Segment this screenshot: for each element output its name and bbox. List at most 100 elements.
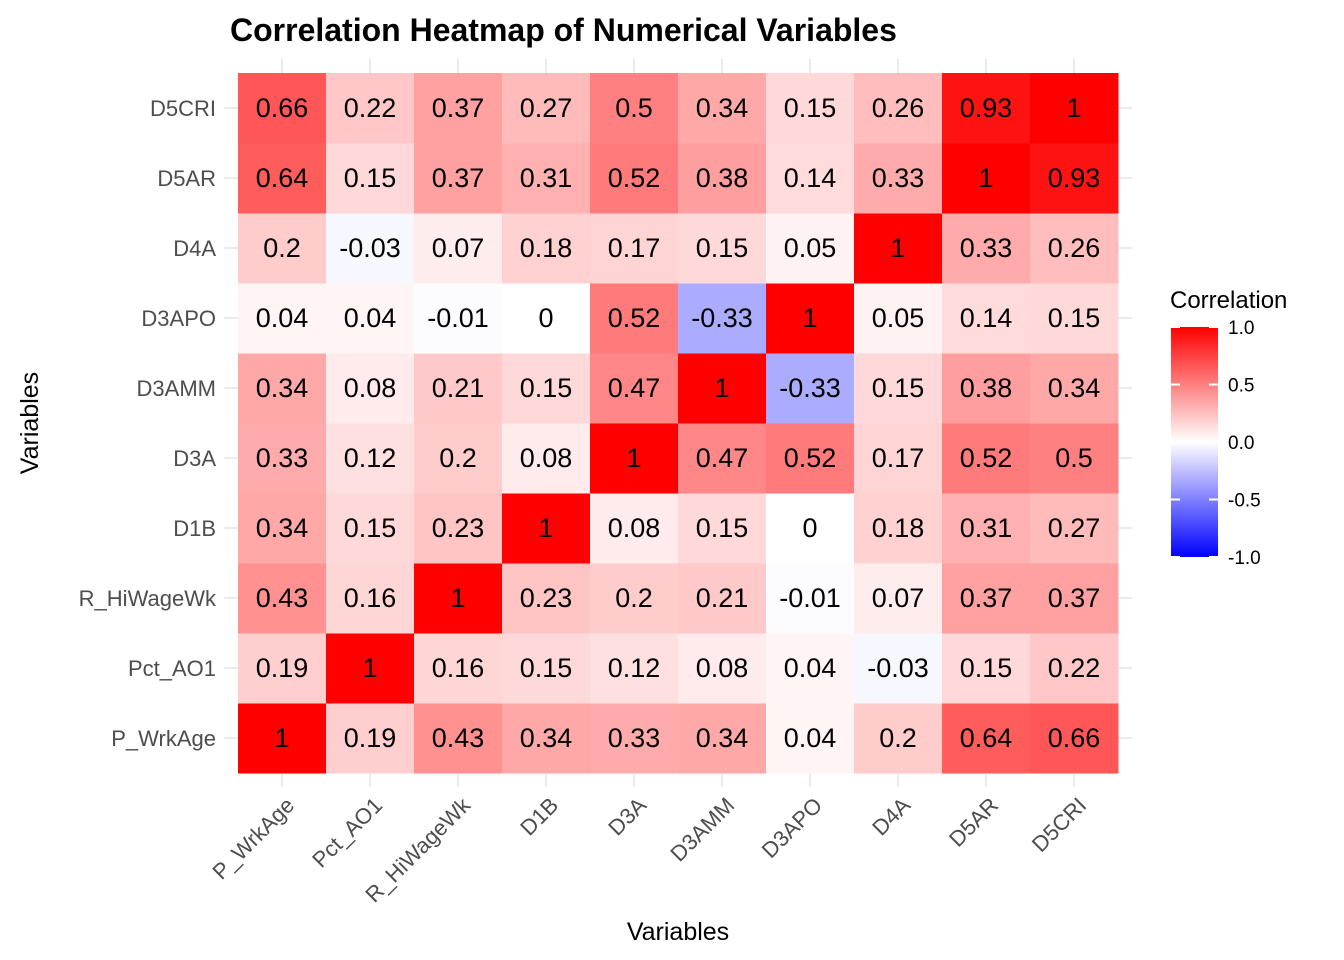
cell-value-label: 0.16 — [432, 653, 485, 683]
cell-value-label: 0.15 — [344, 513, 397, 543]
heatmap-cell — [326, 283, 415, 354]
cell-value-label: 0.23 — [432, 513, 485, 543]
cell-value-label: 0 — [802, 513, 817, 543]
cell-value-label: -0.01 — [427, 303, 489, 333]
cell-value-label: 0.16 — [344, 583, 397, 613]
heatmap-cell — [678, 423, 767, 494]
heatmap-cell — [502, 493, 591, 564]
heatmap-cell — [766, 633, 855, 704]
heatmap-cell — [766, 213, 855, 284]
heatmap-cell — [590, 353, 679, 424]
cell-value-label: 0.66 — [1048, 723, 1101, 753]
heatmap-cell — [326, 703, 415, 774]
cell-value-label: 0.34 — [1048, 373, 1101, 403]
heatmap-cell — [502, 143, 591, 214]
cell-labels: 1 0.19 0.43 0.34 0.33 0.34 0.04 0.2 0.64 0.66 0.19… — [256, 93, 1101, 753]
heatmap-cell — [238, 633, 327, 704]
cell-value-label: 0.26 — [872, 93, 925, 123]
cell-value-label: 0.22 — [344, 93, 397, 123]
cell-value-label: 0.64 — [960, 723, 1013, 753]
cell-value-label: 0.12 — [344, 443, 397, 473]
cell-value-label: 0.38 — [696, 163, 749, 193]
legend-tick-label: 0.0 — [1228, 433, 1254, 454]
legend: Correlation 1.0 0.5 0.0 -0.5 -1.0 — [1170, 287, 1287, 569]
heatmap-cell — [238, 563, 327, 634]
cell-value-label: 1 — [450, 583, 465, 613]
cell-value-label: 0.52 — [784, 443, 837, 473]
heatmap-cell — [854, 423, 943, 494]
cell-value-label: 0.31 — [960, 513, 1013, 543]
cell-value-label: -0.03 — [867, 653, 929, 683]
heatmap-cell — [678, 633, 767, 704]
cell-value-label: 0.21 — [432, 373, 485, 403]
cell-value-label: 0.04 — [784, 653, 837, 683]
heatmap-cell — [326, 73, 415, 144]
heatmap-cell — [414, 213, 503, 284]
heatmap-cell — [590, 423, 679, 494]
cell-value-label: 0.37 — [432, 163, 485, 193]
heatmap-cell — [238, 283, 327, 354]
y-tick-label: R_HiWageWk — [79, 586, 217, 611]
heatmap-cell — [942, 703, 1031, 774]
cell-value-label: 0.15 — [784, 93, 837, 123]
heatmap-cell — [414, 73, 503, 144]
heatmap-cell — [590, 283, 679, 354]
heatmap-cell — [414, 493, 503, 564]
cell-value-label: 0.15 — [1048, 303, 1101, 333]
heatmap-cell — [502, 73, 591, 144]
heatmap-cell — [678, 703, 767, 774]
heatmap-cell — [1030, 493, 1119, 564]
cell-value-label: 0.15 — [520, 373, 573, 403]
heatmap-cell — [854, 563, 943, 634]
heatmap-cell — [502, 703, 591, 774]
heatmap-cell — [942, 563, 1031, 634]
heatmap-cell — [238, 213, 327, 284]
heatmap-cell — [678, 563, 767, 634]
legend-tick-label: 1.0 — [1228, 318, 1254, 339]
heatmap-cell — [326, 423, 415, 494]
cell-value-label: 0.15 — [520, 653, 573, 683]
cell-value-label: 0.23 — [520, 583, 573, 613]
cell-value-label: 0.07 — [872, 583, 925, 613]
heatmap-cell — [854, 143, 943, 214]
heatmap-cell — [678, 143, 767, 214]
y-tick-label: D3AMM — [137, 376, 216, 401]
heatmap-cell — [1030, 143, 1119, 214]
cell-value-label: 0.64 — [256, 163, 309, 193]
heatmap-cell — [238, 143, 327, 214]
cell-value-label: -0.01 — [779, 583, 841, 613]
heatmap-cell — [502, 423, 591, 494]
heatmap-cell — [502, 633, 591, 704]
cell-value-label: 0.15 — [872, 373, 925, 403]
heatmap-cell — [414, 143, 503, 214]
heatmap-cell — [502, 353, 591, 424]
y-tick-label: P_WrkAge — [111, 726, 216, 751]
cell-value-label: 0.14 — [960, 303, 1013, 333]
cell-value-label: 0.08 — [344, 373, 397, 403]
heatmap-cell — [590, 213, 679, 284]
heatmap-cell — [678, 283, 767, 354]
cell-value-label: 0.05 — [872, 303, 925, 333]
heatmap-cell — [766, 353, 855, 424]
cell-value-label: 0.18 — [872, 513, 925, 543]
cell-value-label: 1 — [978, 163, 993, 193]
cell-value-label: 0.37 — [1048, 583, 1101, 613]
cell-value-label: 0.2 — [439, 443, 477, 473]
cell-value-label: 0.27 — [1048, 513, 1101, 543]
cell-value-label: 0.05 — [784, 233, 837, 263]
heatmap-cell — [678, 213, 767, 284]
cell-value-label: 1 — [274, 723, 289, 753]
cell-value-label: 1 — [802, 303, 817, 333]
cell-value-label: 0.08 — [520, 443, 573, 473]
cell-value-label: 1 — [626, 443, 641, 473]
heatmap-cell — [766, 703, 855, 774]
heatmap-cell — [678, 493, 767, 564]
heatmap-cells — [238, 73, 1119, 774]
heatmap-cell — [1030, 353, 1119, 424]
heatmap-cell — [590, 703, 679, 774]
heatmap-cell — [238, 703, 327, 774]
cell-value-label: 0.15 — [696, 233, 749, 263]
x-axis-title: Variables — [627, 918, 729, 946]
y-tick-label: D1B — [173, 516, 216, 541]
cell-value-label: 0.04 — [256, 303, 309, 333]
